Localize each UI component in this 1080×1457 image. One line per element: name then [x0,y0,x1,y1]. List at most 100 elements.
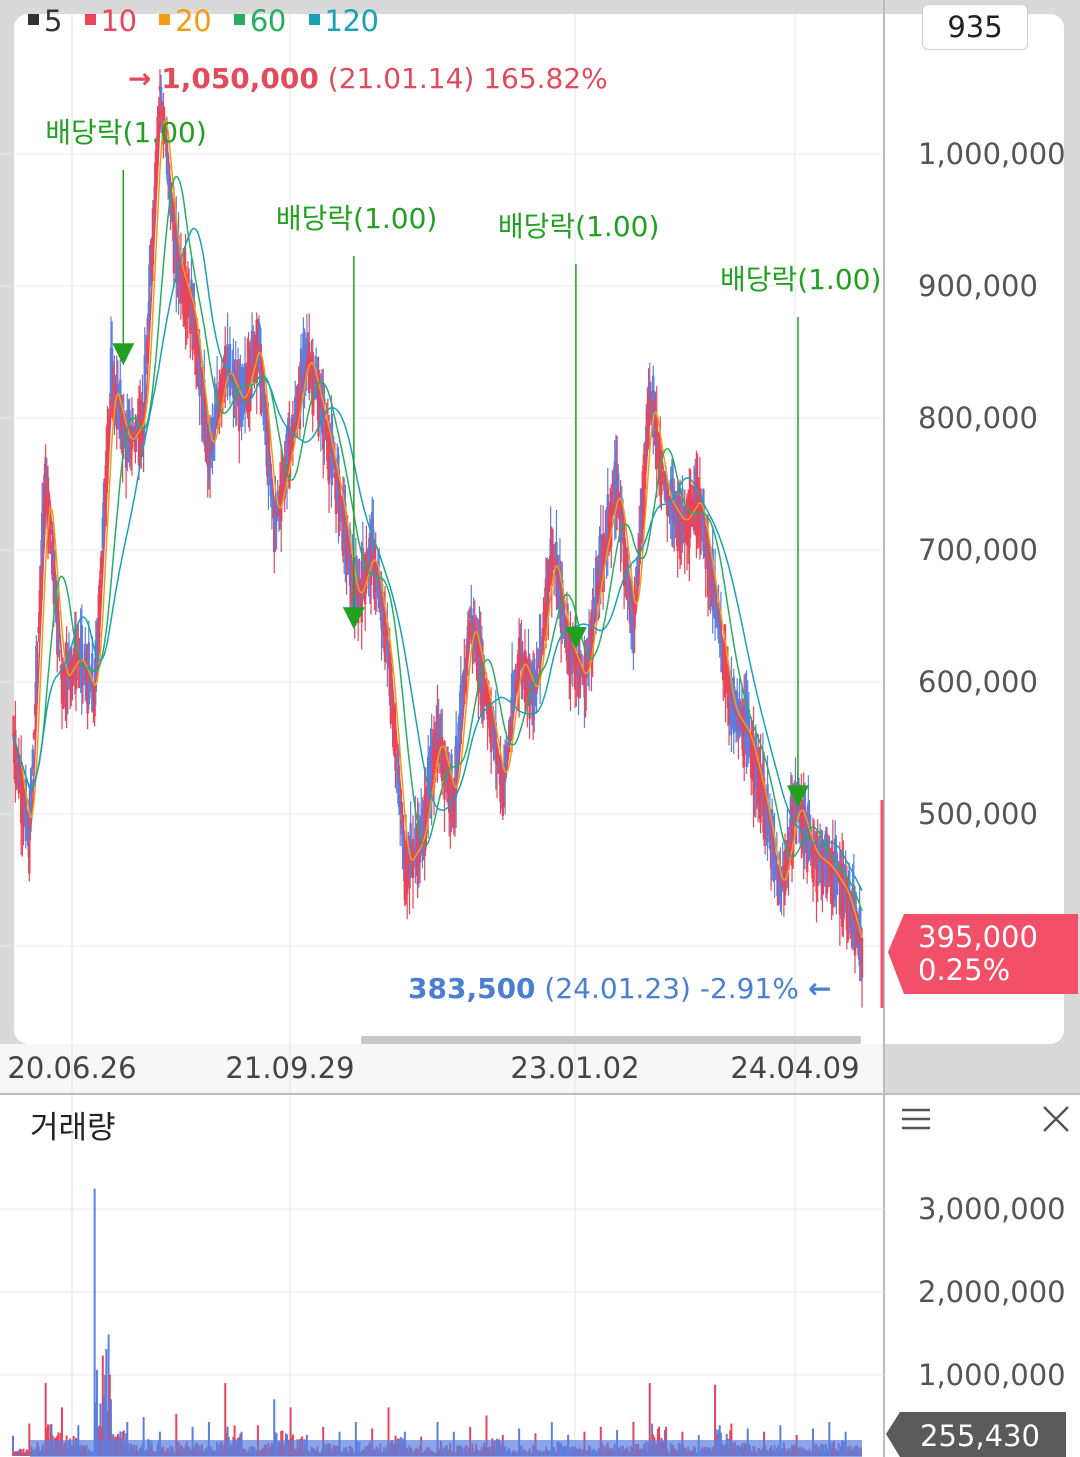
candle-body [99,570,102,602]
candle-body [592,597,595,625]
candle-body [405,844,409,895]
volume-bar [632,1421,635,1456]
moving-average-line [12,175,863,912]
y-tick-label: 800,000 [918,401,1038,435]
legend-item[interactable]: 60 [233,4,286,38]
volume-bar [207,1421,210,1456]
legend-swatch [308,14,320,25]
candle-body [842,870,845,921]
candle-body [585,664,588,667]
volume-bar [60,1407,63,1456]
candle-body [31,749,35,769]
candle-body [159,86,163,109]
dividend-marker [112,343,135,366]
candle-body [46,477,50,541]
legend-item[interactable]: 5 [28,4,62,38]
candle-body [611,501,614,516]
candle-body [291,421,295,448]
volume-bar [126,1421,129,1456]
volume-bar [21,1452,24,1456]
candle-body [37,626,40,634]
candle-body [584,651,587,711]
candle-body [38,590,42,624]
candle-body [505,747,508,767]
current-price-value: 395,000 [918,920,1038,954]
volume-bar [25,1449,28,1456]
candle-body [653,404,656,433]
candle-body [275,497,278,522]
candle-body [345,530,348,563]
legend-label: 120 [324,4,379,38]
candle-body [773,836,776,875]
x-axis-band [0,1044,884,1094]
candle-body [108,400,111,402]
candle-count-box[interactable]: 935 [922,4,1028,50]
volume-bar [175,1413,178,1456]
dividend-label: 배당락(1.00) [498,210,659,243]
candle-body [387,648,390,660]
volume-bar [387,1407,390,1456]
candle-body [198,339,201,396]
dividend-label: 배당락(1.00) [720,263,881,296]
candle-body [489,703,493,753]
volume-tick-label: 2,000,000 [918,1275,1066,1309]
candle-body [639,518,642,533]
candle-body [332,468,335,470]
volume-bar [648,1383,651,1456]
candle-body [831,851,835,908]
volume-bar [22,1448,25,1456]
candle-body [661,472,664,479]
volume-tick-label: 3,000,000 [918,1192,1066,1226]
volume-bar [95,1369,98,1456]
candle-body [620,499,623,542]
legend-item[interactable]: 120 [308,4,379,38]
candle-body [647,386,650,446]
volume-bar [828,1421,831,1456]
candle-body [59,666,63,668]
candle-body [324,427,327,433]
candle-body [580,676,584,678]
candle-body [154,162,157,215]
legend-swatch [84,14,96,25]
candle-body [433,731,437,781]
candle-body [211,421,214,448]
candle-body [492,710,495,750]
candle-body [494,722,498,764]
price-panel [14,14,1064,1044]
candle-body [36,655,39,657]
legend-item[interactable]: 20 [159,4,212,38]
volume-bar [20,1449,23,1456]
candle-body [205,413,208,451]
menu-icon[interactable] [900,1105,932,1133]
volume-bar [651,1423,654,1456]
current-volume-tag [886,1412,1066,1457]
candle-body [389,662,393,724]
candle-body [536,673,539,676]
candle-body [61,662,65,709]
candle-body [472,618,475,642]
candle-body [683,505,686,543]
candle-body [411,838,415,879]
moving-average-line [12,100,863,947]
candle-body [226,343,229,388]
candle-body [826,837,830,884]
y-tick-label: 900,000 [918,269,1038,303]
candle-body [269,463,272,497]
candle-body [552,562,556,564]
close-icon[interactable] [1040,1103,1072,1135]
candle-body [395,760,398,762]
candle-body [383,615,387,662]
volume-bar [289,1407,292,1456]
volume-bar [485,1415,488,1456]
x-tick-label: 20.06.26 [7,1051,136,1085]
legend-label: 20 [175,4,212,38]
dividend-label: 배당락(1.00) [45,116,206,149]
legend-item[interactable]: 10 [84,4,137,38]
candle-body [495,748,499,766]
candle-body [351,558,354,594]
candle-body [578,654,581,698]
y-tick-label: 600,000 [918,665,1038,699]
candle-body [836,876,839,883]
candle-body [636,561,640,563]
legend-swatch [28,14,39,25]
